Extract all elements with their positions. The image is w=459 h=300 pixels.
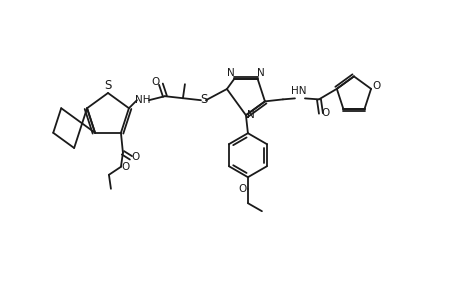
Text: O: O — [371, 81, 379, 91]
Text: HN: HN — [291, 86, 306, 96]
Text: O: O — [321, 108, 330, 118]
Text: N: N — [246, 110, 254, 120]
Text: O: O — [151, 77, 160, 87]
Text: O: O — [132, 152, 140, 162]
Text: O: O — [238, 184, 246, 194]
Text: S: S — [104, 79, 112, 92]
Text: NH: NH — [135, 95, 151, 105]
Text: S: S — [200, 93, 207, 106]
Text: N: N — [256, 68, 264, 78]
Text: O: O — [122, 162, 130, 172]
Text: N: N — [227, 68, 235, 78]
